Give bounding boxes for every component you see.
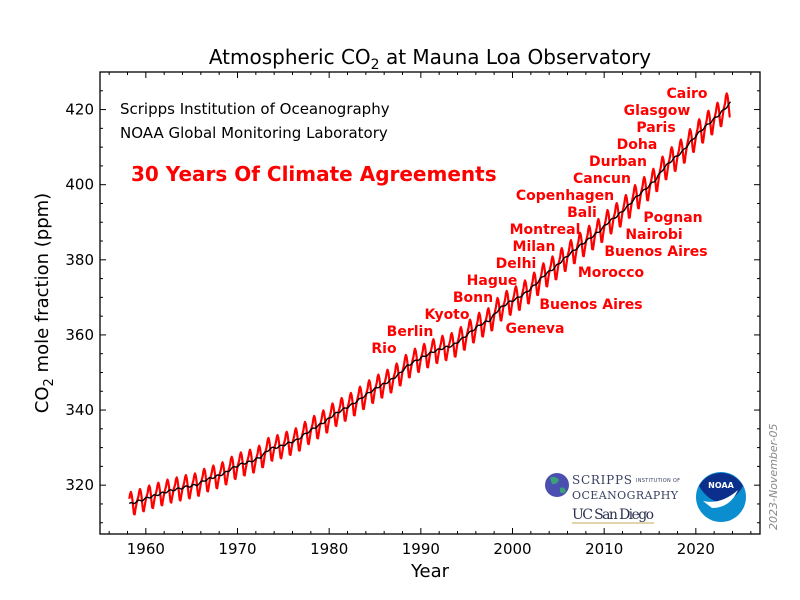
agreement-label: Glasgow: [624, 103, 691, 119]
x-tick-label: 2000: [493, 540, 531, 558]
x-tick-label: 2020: [677, 540, 715, 558]
x-axis-label: Year: [410, 561, 450, 582]
agreement-label: Montreal: [510, 222, 581, 238]
date-stamp: 2023-November-05: [767, 423, 780, 530]
agreement-label: Copenhagen: [516, 188, 614, 204]
y-tick-label: 340: [65, 401, 94, 419]
y-axis-label: CO2 mole fraction (ppm): [32, 193, 57, 413]
y-tick-label: 400: [65, 176, 94, 194]
scripps-wordmark: SCRIPPS: [572, 473, 632, 487]
agreement-label: Bonn: [453, 290, 493, 306]
agreement-label: Hague: [467, 273, 518, 289]
noaa-logo: NOAA: [696, 472, 746, 522]
scripps-ocean-text: OCEANOGRAPHY: [572, 489, 679, 502]
scripps-logo: SCRIPPS INSTITUTION OF OCEANOGRAPHY UC S…: [545, 473, 680, 524]
y-tick-label: 380: [65, 251, 94, 269]
agreement-label: Rio: [371, 341, 397, 357]
agreement-label: Buenos Aires: [539, 297, 642, 313]
credit-noaa: NOAA Global Monitoring Laboratory: [120, 124, 388, 142]
agreement-label: Milan: [513, 239, 556, 255]
trend-co2-line: [128, 101, 731, 505]
y-tick-label: 420: [65, 101, 94, 119]
headline: 30 Years Of Climate Agreements: [131, 162, 497, 186]
annotations: RioBerlinKyotoBonnHagueDelhiMilanMontrea…: [371, 86, 708, 357]
agreement-label: Delhi: [496, 256, 537, 272]
agreement-label: Geneva: [505, 321, 564, 337]
x-tick-label: 1960: [127, 540, 165, 558]
chart-title: Atmospheric CO2 at Mauna Loa Observatory: [209, 45, 651, 73]
scripps-institution-text: INSTITUTION OF: [636, 478, 680, 484]
x-tick-label: 1980: [310, 540, 348, 558]
series-group: [128, 92, 731, 516]
x-tick-label: 1970: [218, 540, 256, 558]
agreement-label: Cairo: [666, 86, 707, 102]
agreement-label: Kyoto: [424, 307, 469, 323]
x-tick-label: 1990: [402, 540, 440, 558]
globe-icon: [545, 473, 569, 497]
credit-scripps: Scripps Institution of Oceanography: [120, 100, 390, 118]
agreement-label: Morocco: [578, 265, 645, 281]
y-tick-label: 360: [65, 326, 94, 344]
agreement-label: Buenos Aires: [604, 244, 707, 260]
y-tick-label: 320: [65, 476, 94, 494]
agreement-label: Bali: [567, 205, 597, 221]
monthly-co2-line: [128, 92, 731, 516]
plot-frame: [99, 71, 761, 535]
agreement-label: Pognan: [643, 210, 702, 226]
agreement-label: Nairobi: [625, 227, 682, 243]
agreement-label: Paris: [636, 120, 675, 136]
x-tick-label: 2010: [585, 540, 623, 558]
axes: 1960 1970 1980 1990 2000 2010 2020 320 340 360 380…: [65, 71, 761, 558]
ucsd-wordmark: UC San Diego: [572, 507, 654, 523]
agreement-label: Durban: [589, 154, 647, 170]
agreement-label: Doha: [617, 137, 658, 153]
agreement-label: Berlin: [387, 324, 434, 340]
agreement-label: Cancun: [573, 171, 631, 187]
noaa-wordmark: NOAA: [708, 481, 734, 490]
